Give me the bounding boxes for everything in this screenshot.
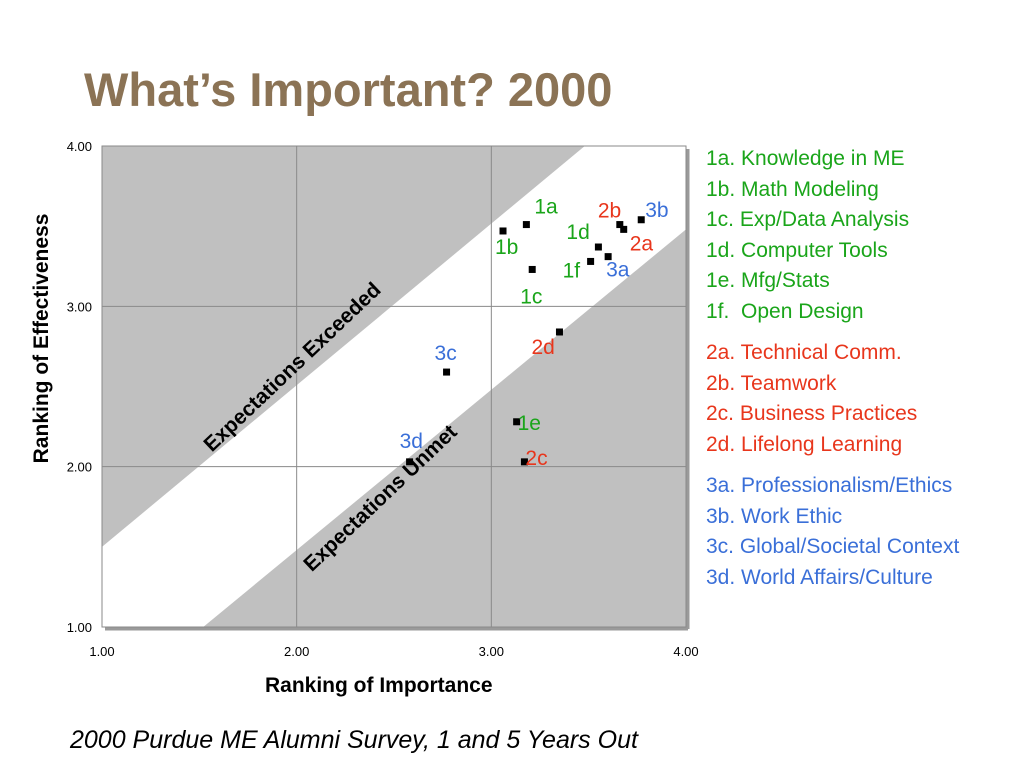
legend: 1a. Knowledge in ME 1b. Math Modeling 1c. … xyxy=(706,144,959,604)
point-label-3a: 3a xyxy=(606,259,630,282)
y-tick-label: 1.00 xyxy=(67,620,92,635)
x-tick-label: 3.00 xyxy=(479,644,504,659)
data-point-3b xyxy=(637,216,645,224)
slide-caption: 2000 Purdue ME Alumni Survey, 1 and 5 Ye… xyxy=(70,726,638,754)
data-point-3d xyxy=(406,458,414,466)
data-point-3a xyxy=(604,253,612,261)
data-point-1a xyxy=(522,221,530,229)
legend-item: 2d. Lifelong Learning xyxy=(706,432,903,456)
legend-item: 3b. Work Ethic xyxy=(706,504,843,528)
y-tick-label: 2.00 xyxy=(67,460,92,475)
point-label-3d: 3d xyxy=(400,430,423,453)
data-point-2b xyxy=(616,221,624,229)
point-label-3b: 3b xyxy=(645,199,668,222)
point-label-1a: 1a xyxy=(534,196,558,219)
point-label-1f: 1f xyxy=(563,259,581,282)
point-label-2a: 2a xyxy=(630,232,654,255)
y-tick-label: 4.00 xyxy=(67,139,92,154)
data-point-1d xyxy=(594,243,602,251)
x-tick-label: 1.00 xyxy=(89,644,114,659)
point-label-1e: 1e xyxy=(518,412,541,435)
x-tick-label: 2.00 xyxy=(284,644,309,659)
data-point-1f xyxy=(587,257,595,265)
data-point-2a xyxy=(620,225,628,233)
point-label-2b: 2b xyxy=(598,200,621,223)
data-point-1c xyxy=(528,265,536,273)
point-label-2c: 2c xyxy=(525,447,547,470)
legend-group-2: 2a. Technical Comm. 2b. Teamwork 2c. Busin… xyxy=(706,338,959,460)
shaded-region-upper xyxy=(102,146,585,547)
x-axis-label: Ranking of Importance xyxy=(265,674,493,697)
legend-item: 1e. Mfg/Stats xyxy=(706,269,830,292)
legend-item: 3a. Professionalism/Ethics xyxy=(706,474,953,497)
legend-item: 3d. World Affairs/Culture xyxy=(706,565,933,589)
legend-item: 3c. Global/Societal Context xyxy=(706,535,960,558)
point-label-1d: 1d xyxy=(566,221,589,244)
data-point-1e xyxy=(513,418,521,426)
legend-item: 2a. Technical Comm. xyxy=(706,341,902,364)
data-point-3c xyxy=(443,368,451,376)
legend-item: 1f. Open Design xyxy=(706,299,864,323)
y-axis-label: Ranking of Effectiveness xyxy=(30,214,53,464)
point-label-1b: 1b xyxy=(495,236,518,259)
legend-item: 1a. Knowledge in ME xyxy=(706,147,905,170)
x-tick-label: 4.00 xyxy=(673,644,698,659)
point-label-2d: 2d xyxy=(531,336,554,359)
plot-border xyxy=(101,145,687,628)
legend-item: 2b. Teamwork xyxy=(706,371,837,395)
shaded-region-lower xyxy=(203,229,686,627)
legend-item: 1d. Computer Tools xyxy=(706,238,888,262)
y-tick-label: 3.00 xyxy=(67,299,92,314)
legend-group-1: 1a. Knowledge in ME 1b. Math Modeling 1c. … xyxy=(706,144,959,327)
legend-item: 2c. Business Practices xyxy=(706,402,918,425)
point-label-3c: 3c xyxy=(435,342,457,365)
point-label-1c: 1c xyxy=(520,285,542,308)
data-point-2d xyxy=(555,328,563,336)
legend-group-3: 3a. Professionalism/Ethics 3b. Work Ethic… xyxy=(706,471,959,593)
slide-title: What’s Important? 2000 xyxy=(84,63,613,116)
data-point-1b xyxy=(499,227,507,235)
legend-item: 1b. Math Modeling xyxy=(706,177,879,201)
legend-item: 1c. Exp/Data Analysis xyxy=(706,208,910,231)
data-point-2c xyxy=(520,458,528,466)
